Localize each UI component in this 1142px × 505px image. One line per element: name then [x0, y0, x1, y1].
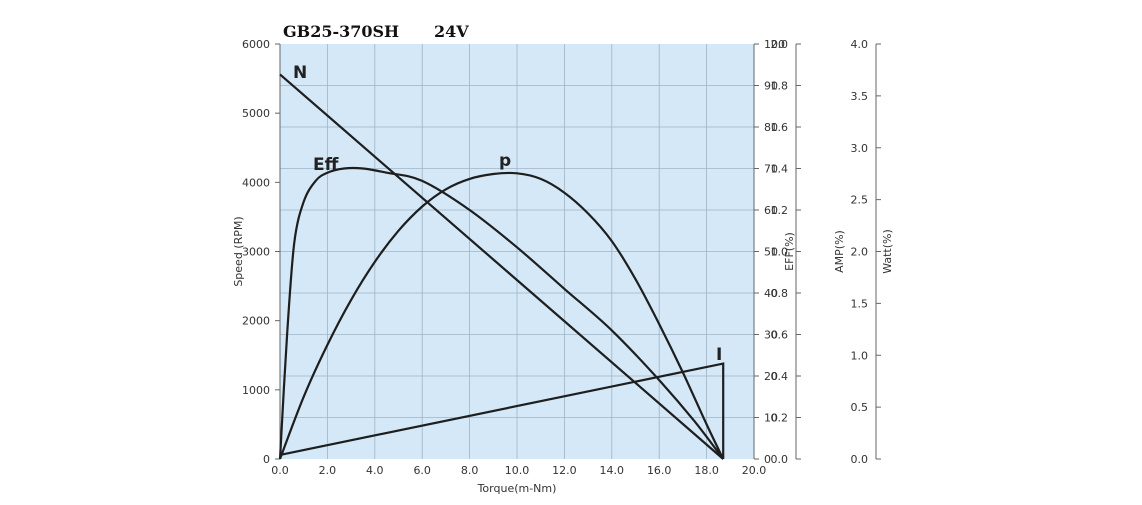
- x-axis-label: Torque(m-Nm): [477, 482, 557, 495]
- speed-tick-label: 0: [263, 453, 270, 466]
- x-tick-label: 20.0: [742, 464, 767, 477]
- eff-tick-label: 70: [764, 163, 778, 176]
- amp-axis-label: AMP(%): [833, 230, 846, 273]
- amp-tick-label: 0.0: [771, 453, 789, 466]
- speed-tick-label: 2000: [242, 315, 270, 328]
- series-label-p: p: [499, 151, 511, 171]
- amp-tick-label: 0.6: [771, 329, 789, 342]
- amp-tick-label: 0.4: [771, 370, 789, 383]
- amp-tick-label: 1.6: [771, 121, 789, 134]
- speed-tick-label: 6000: [242, 38, 270, 51]
- x-tick-label: 4.0: [366, 464, 384, 477]
- eff-tick-label: 60: [764, 204, 778, 217]
- eff-tick-label: 90: [764, 80, 778, 93]
- x-tick-label: 18.0: [694, 464, 719, 477]
- series-line-i: [279, 362, 725, 459]
- watt-tick-label: 0.0: [851, 453, 869, 466]
- amp-tick-label: 0.8: [771, 287, 789, 300]
- x-tick-label: 12.0: [552, 464, 577, 477]
- speed-tick-label: 4000: [242, 176, 270, 189]
- x-tick-label: 8.0: [461, 464, 479, 477]
- amp-tick-label: 2.0: [771, 38, 789, 51]
- eff-tick-label: 10: [764, 412, 778, 425]
- amp-tick-label: 1.4: [771, 163, 789, 176]
- watt-tick-label: 3.0: [851, 142, 869, 155]
- amp-tick-label: 1.0: [771, 246, 789, 259]
- eff-tick-label: 50: [764, 246, 778, 259]
- series-line-n: [279, 73, 724, 460]
- eff-tick-label: 80: [764, 121, 778, 134]
- speed-axis-label: Speed (RPM): [232, 216, 245, 286]
- series-line-eff: [278, 166, 725, 460]
- series-label-i: I: [716, 345, 722, 365]
- watt-tick-label: 4.0: [851, 38, 869, 51]
- speed-tick-label: 1000: [242, 384, 270, 397]
- amp-tick-label: 1.2: [771, 204, 789, 217]
- watt-tick-label: 1.5: [851, 297, 869, 310]
- eff-tick-label: 20: [764, 370, 778, 383]
- series-label-n: N: [293, 63, 307, 83]
- watt-tick-label: 2.0: [851, 246, 869, 259]
- x-tick-label: 14.0: [600, 464, 625, 477]
- amp-tick-label: 1.8: [771, 80, 789, 93]
- eff-tick-label: 40: [764, 287, 778, 300]
- eff-tick-label: 100: [764, 38, 785, 51]
- watt-tick-label: 1.0: [851, 349, 869, 362]
- speed-tick-label: 3000: [242, 246, 270, 259]
- x-tick-label: 6.0: [413, 464, 431, 477]
- eff-tick-label: 0: [764, 453, 771, 466]
- x-tick-label: 16.0: [647, 464, 672, 477]
- watt-tick-label: 0.5: [851, 401, 869, 414]
- watt-axis-label: Watt(%): [881, 229, 894, 274]
- watt-tick-label: 3.5: [851, 90, 869, 103]
- x-tick-label: 10.0: [505, 464, 530, 477]
- eff-axis-label: EFF(%): [783, 232, 796, 271]
- x-tick-label: 0.0: [271, 464, 289, 477]
- series-label-eff: Eff: [313, 155, 339, 175]
- chart-title-model: GB25-370SH: [283, 22, 399, 41]
- x-tick-label: 2.0: [319, 464, 337, 477]
- eff-tick-label: 30: [764, 329, 778, 342]
- amp-tick-label: 0.2: [771, 412, 789, 425]
- chart-title-voltage: 24V: [434, 22, 469, 41]
- series-line-p: [278, 171, 725, 460]
- watt-tick-label: 2.5: [851, 194, 869, 207]
- speed-tick-label: 5000: [242, 107, 270, 120]
